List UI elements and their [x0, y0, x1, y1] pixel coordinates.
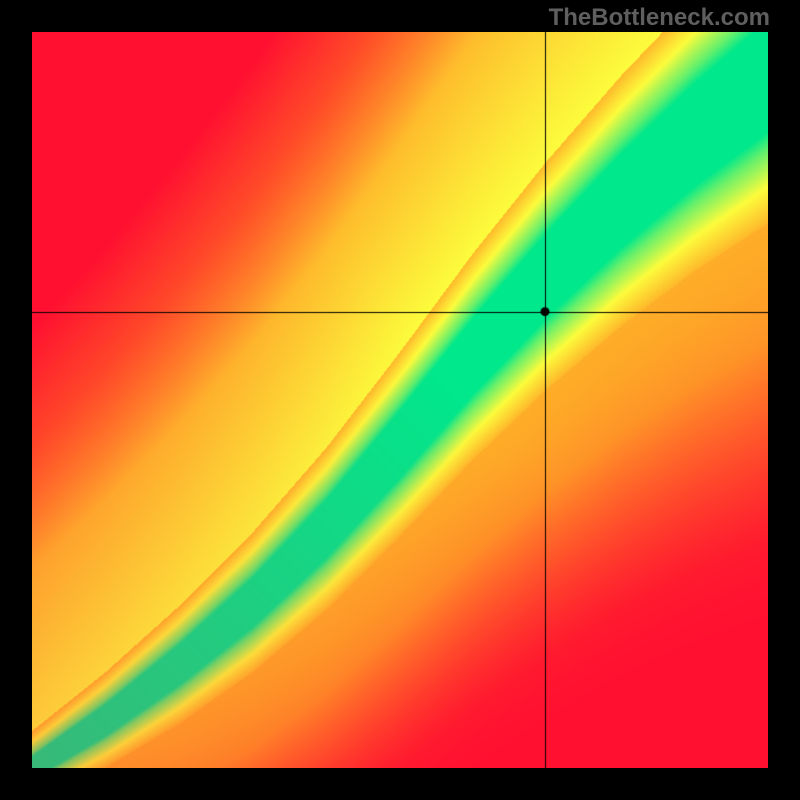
watermark-text: TheBottleneck.com: [549, 4, 770, 32]
chart-container: TheBottleneck.com: [0, 0, 800, 800]
bottleneck-heatmap: [32, 32, 768, 768]
